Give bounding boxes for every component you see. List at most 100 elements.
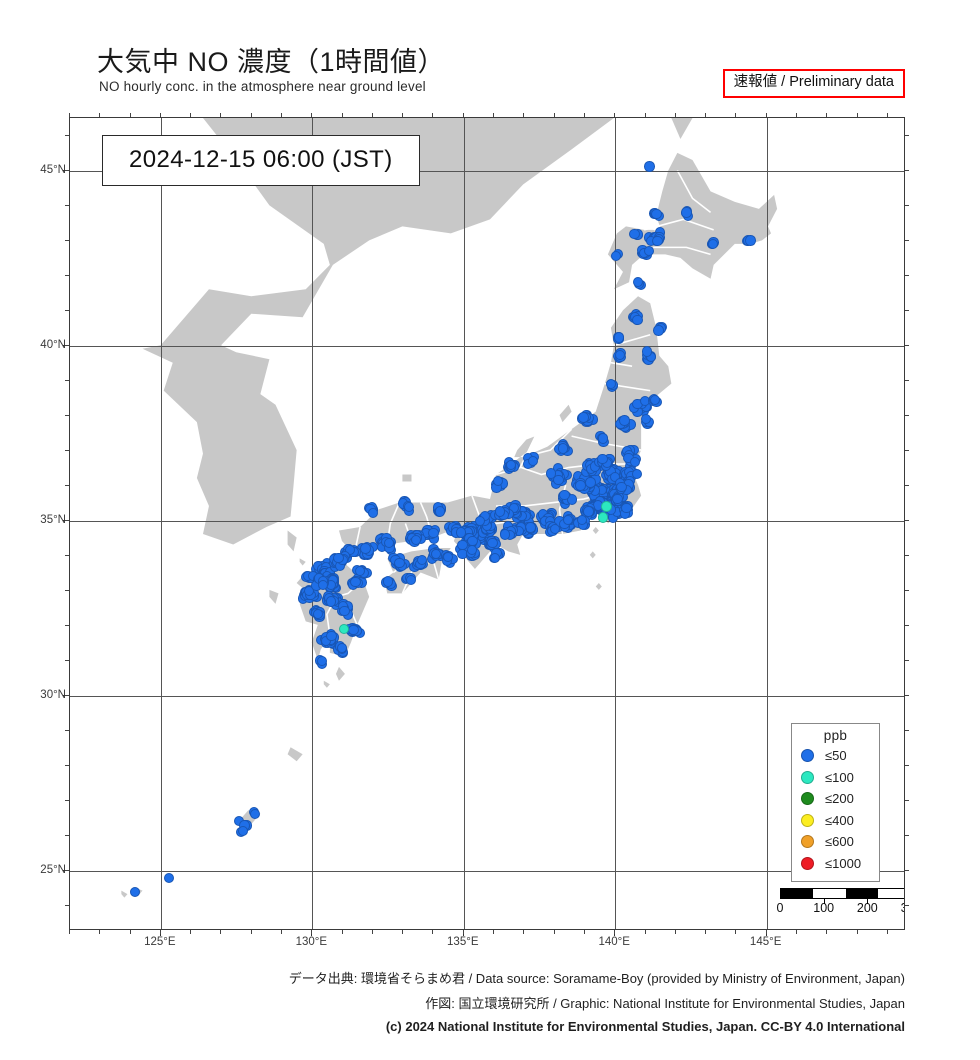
lon-minor-tick	[432, 930, 434, 934]
lat-minor-tick	[65, 344, 69, 346]
lon-minor-tick	[765, 113, 767, 117]
lon-minor-tick	[614, 930, 616, 934]
station-points-layer	[70, 118, 904, 929]
station-marker	[487, 538, 498, 549]
lon-tick-label-130: 130°E	[295, 936, 328, 948]
legend-color-swatch-icon	[801, 770, 814, 784]
lon-minor-tick	[220, 113, 222, 117]
lon-minor-tick	[856, 113, 858, 117]
scale-tick	[823, 899, 825, 904]
landmass-amami	[287, 747, 303, 762]
legend-color-swatch-icon	[801, 856, 814, 870]
station-marker	[616, 481, 627, 493]
station-marker	[651, 208, 662, 220]
lat-minor-tick	[905, 765, 909, 767]
lon-minor-tick	[371, 113, 373, 117]
lon-minor-tick	[674, 113, 676, 117]
lon-minor-tick	[886, 930, 888, 934]
lat-minor-tick	[905, 204, 909, 206]
scale-tick	[867, 899, 869, 904]
scale-segment	[813, 889, 846, 898]
lat-minor-tick	[905, 625, 909, 627]
station-marker	[597, 512, 609, 523]
station-marker	[558, 443, 569, 454]
legend-item-label: ≤600	[825, 834, 854, 850]
lon-minor-tick	[250, 930, 252, 934]
lon-minor-tick	[341, 930, 343, 934]
legend-item-label: ≤200	[825, 791, 854, 807]
footer-graphic-credit: 作図: 国立環境研究所 / Graphic: National Institut…	[425, 996, 905, 1011]
gridline-lon-130	[312, 118, 314, 929]
lat-minor-tick	[905, 555, 909, 557]
station-marker	[317, 579, 328, 590]
station-marker	[681, 207, 692, 218]
station-marker	[435, 506, 446, 517]
station-marker	[489, 552, 500, 564]
station-marker	[632, 276, 644, 287]
lon-minor-tick	[371, 930, 373, 934]
station-marker	[632, 314, 643, 326]
lon-minor-tick	[402, 113, 404, 117]
lon-minor-tick	[523, 113, 525, 117]
station-marker	[597, 433, 609, 444]
scale-label: 300	[901, 901, 904, 915]
station-marker	[605, 378, 616, 390]
lat-minor-tick	[65, 870, 69, 872]
legend-item[interactable]: ≤200	[792, 788, 879, 810]
lat-minor-tick	[65, 484, 69, 486]
station-marker	[417, 555, 428, 566]
lat-minor-tick	[905, 274, 909, 276]
legend-item-label: ≤50	[825, 748, 847, 764]
lat-minor-tick	[65, 590, 69, 592]
lat-minor-tick	[65, 905, 69, 907]
station-marker	[348, 624, 359, 635]
lon-minor-tick	[99, 113, 101, 117]
lat-minor-tick	[65, 660, 69, 662]
lat-minor-tick	[65, 169, 69, 171]
scale-segment	[877, 889, 904, 898]
station-marker	[238, 825, 249, 837]
lat-minor-tick	[905, 519, 909, 521]
station-marker	[457, 539, 468, 551]
legend-color-swatch-icon	[801, 792, 814, 806]
lat-minor-tick	[905, 449, 909, 451]
legend-item[interactable]: ≤1000	[792, 853, 879, 875]
lon-minor-tick	[795, 930, 797, 934]
station-marker	[585, 477, 596, 488]
lon-minor-tick	[493, 113, 495, 117]
station-marker	[559, 489, 570, 501]
footer-data-source: データ出典: 環境省そらまめ君 / Data source: Soramame-…	[288, 971, 905, 986]
map-plot-area[interactable]: 2024-12-15 06:00 (JST) ppb ≤50 ≤100 ≤200 ≤4…	[69, 117, 905, 930]
legend-item[interactable]: ≤50	[792, 745, 879, 767]
lon-minor-tick	[553, 113, 555, 117]
station-marker	[492, 475, 504, 487]
legend-item[interactable]: ≤600	[792, 831, 879, 853]
lon-minor-tick	[159, 930, 161, 934]
lat-minor-tick	[65, 309, 69, 311]
lat-minor-tick	[905, 905, 909, 907]
lon-minor-tick	[735, 930, 737, 934]
lon-minor-tick	[644, 930, 646, 934]
legend-color-swatch-icon	[801, 835, 814, 849]
lon-minor-tick	[705, 930, 707, 934]
lon-minor-tick	[99, 930, 101, 934]
lon-minor-tick	[462, 113, 464, 117]
landmass-goto	[269, 589, 279, 604]
legend-item[interactable]: ≤100	[792, 767, 879, 789]
station-marker	[601, 500, 613, 512]
lon-minor-tick	[159, 113, 161, 117]
station-marker	[597, 453, 608, 465]
station-marker	[163, 873, 174, 884]
station-marker	[549, 523, 561, 535]
station-marker	[611, 250, 622, 261]
station-marker	[614, 349, 626, 361]
station-marker	[612, 493, 623, 505]
station-marker	[326, 596, 337, 607]
lat-minor-tick	[905, 134, 909, 136]
lon-minor-tick	[705, 113, 707, 117]
lat-minor-tick	[65, 379, 69, 381]
legend-item[interactable]: ≤400	[792, 810, 879, 832]
station-marker	[629, 456, 641, 468]
station-marker	[474, 515, 486, 527]
